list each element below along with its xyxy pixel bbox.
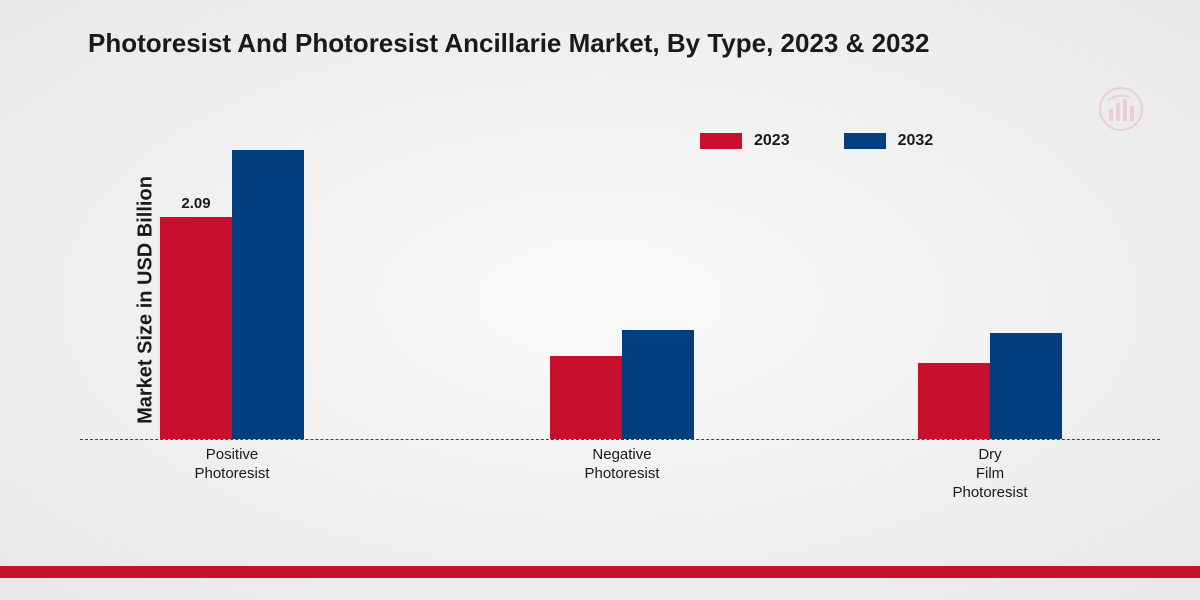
xtick-negative: NegativePhotoresist bbox=[547, 446, 697, 484]
bar-group-positive: 2.09 bbox=[160, 100, 360, 440]
bar-value-label: 2.09 bbox=[160, 195, 232, 212]
chart-title: Photoresist And Photoresist Ancillarie M… bbox=[88, 28, 929, 59]
bar-positive-2032 bbox=[232, 150, 304, 439]
bar-dryfilm-2023 bbox=[918, 363, 990, 439]
plot-area: 2.09 bbox=[80, 100, 1160, 440]
xtick-positive: PositivePhotoresist bbox=[157, 446, 307, 484]
footer-accent-bar bbox=[0, 566, 1200, 578]
bar-negative-2023 bbox=[550, 356, 622, 439]
bar-positive-2023 bbox=[160, 217, 232, 439]
xtick-dryfilm: DryFilmPhotoresist bbox=[915, 446, 1065, 502]
bar-group-dryfilm bbox=[918, 100, 1118, 440]
bar-group-negative bbox=[550, 100, 750, 440]
bar-dryfilm-2032 bbox=[990, 333, 1062, 439]
bar-negative-2032 bbox=[622, 330, 694, 439]
